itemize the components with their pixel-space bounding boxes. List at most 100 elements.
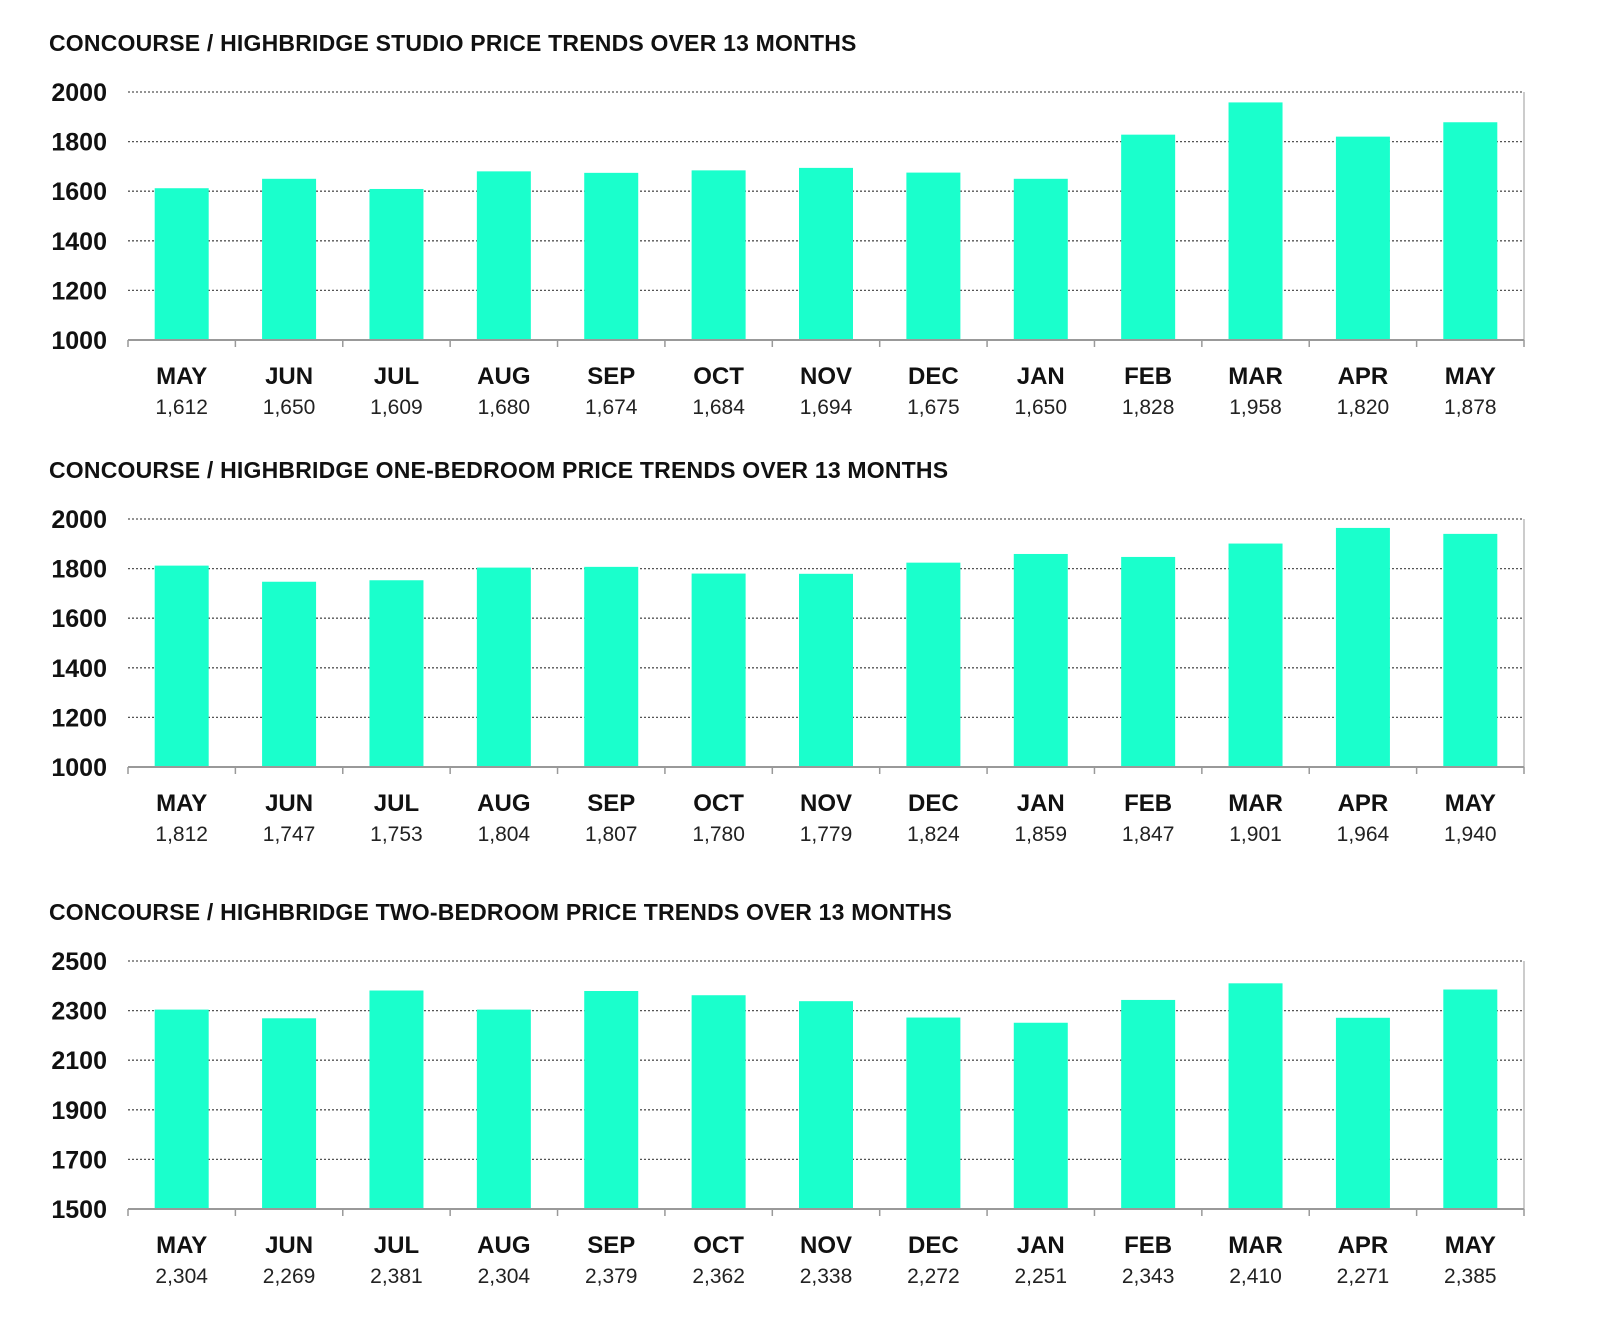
x-category-label: JUL	[374, 363, 419, 390]
bar	[1013, 178, 1068, 340]
bar-value-label: 1,680	[478, 396, 531, 419]
bar-value-label: 1,779	[800, 823, 853, 846]
bar-value-label: 2,381	[370, 1265, 423, 1288]
y-tick-label: 1700	[51, 1146, 107, 1174]
x-category-label: DEC	[908, 1232, 959, 1259]
x-category-label: JUN	[265, 363, 313, 390]
bar	[799, 1001, 853, 1209]
y-tick-label: 2000	[51, 79, 107, 107]
bar-value-label: 1,958	[1229, 396, 1282, 419]
bar	[154, 188, 209, 340]
bar	[1121, 556, 1176, 767]
x-category-label: OCT	[693, 1232, 744, 1259]
x-category-label: SEP	[587, 1232, 635, 1259]
y-tick-label: 1400	[51, 655, 107, 683]
bar-value-label: 1,675	[907, 396, 960, 419]
bar-value-label: 1,609	[370, 396, 423, 419]
bar-value-label: 1,824	[907, 823, 960, 846]
y-tick-label: 2000	[51, 506, 107, 534]
y-tick-label: 1900	[51, 1097, 107, 1125]
bar-value-label: 2,379	[585, 1265, 638, 1288]
bar-value-label: 2,385	[1444, 1265, 1497, 1288]
x-category-label: OCT	[693, 790, 744, 817]
y-tick-label: 1400	[51, 228, 107, 256]
bar	[691, 573, 746, 767]
bar-value-label: 1,964	[1337, 823, 1390, 846]
x-category-label: FEB	[1124, 790, 1172, 817]
bar-value-label: 1,612	[155, 396, 208, 419]
bar-value-label: 1,674	[585, 396, 638, 419]
x-category-label: AUG	[477, 790, 530, 817]
y-tick-label: 2300	[51, 998, 107, 1026]
bar-value-label: 2,362	[692, 1265, 745, 1288]
bar-value-label: 1,694	[800, 396, 853, 419]
bar	[1228, 543, 1283, 767]
x-category-label: MAR	[1228, 363, 1283, 390]
x-category-label: SEP	[587, 363, 635, 390]
bar	[1443, 533, 1498, 767]
y-tick-label: 1000	[51, 327, 107, 355]
bar-value-label: 1,650	[263, 396, 316, 419]
bar	[1121, 134, 1176, 340]
chart-title: CONCOURSE / HIGHBRIDGE TWO-BEDROOM PRICE…	[49, 899, 953, 925]
x-category-label: APR	[1338, 1232, 1389, 1259]
chart-title: CONCOURSE / HIGHBRIDGE ONE-BEDROOM PRICE…	[49, 457, 949, 483]
x-category-label: SEP	[587, 790, 635, 817]
bar-value-label: 2,272	[907, 1265, 960, 1288]
x-category-label: NOV	[800, 363, 852, 390]
chart-plot: 1000 1200 1400 1600 1800 2000 MAY 1,612 JUN 1,650…	[51, 79, 1525, 419]
y-tick-label: 1600	[51, 605, 107, 633]
x-category-label: JUN	[265, 1232, 313, 1259]
bar-value-label: 1,753	[370, 823, 423, 846]
x-category-label: MAY	[156, 790, 207, 817]
x-category-label: APR	[1338, 790, 1389, 817]
x-category-label: MAY	[156, 363, 207, 390]
x-category-label: JAN	[1017, 790, 1065, 817]
bar-value-label: 2,269	[263, 1265, 316, 1288]
y-tick-label: 1000	[51, 754, 107, 782]
x-category-label: OCT	[693, 363, 744, 390]
bar-value-label: 1,804	[478, 823, 531, 846]
bar	[154, 1009, 209, 1209]
bar	[154, 565, 209, 767]
x-category-label: MAR	[1228, 790, 1283, 817]
x-category-label: JAN	[1017, 1232, 1065, 1259]
x-category-label: MAY	[1445, 363, 1496, 390]
x-category-label: JAN	[1017, 363, 1065, 390]
bar	[1335, 1017, 1390, 1209]
bar	[799, 573, 853, 767]
bar-value-label: 1,940	[1444, 823, 1497, 846]
x-category-label: JUL	[374, 790, 419, 817]
bar	[1443, 122, 1498, 340]
bar	[1013, 1022, 1068, 1209]
bar-value-label: 2,304	[155, 1265, 208, 1288]
x-category-label: DEC	[908, 363, 959, 390]
x-category-label: MAR	[1228, 1232, 1283, 1259]
y-tick-label: 2100	[51, 1047, 107, 1075]
bar	[1013, 553, 1068, 767]
bar	[476, 567, 531, 767]
x-category-label: FEB	[1124, 1232, 1172, 1259]
bar-value-label: 1,807	[585, 823, 638, 846]
y-tick-label: 1200	[51, 704, 107, 732]
bar	[262, 178, 317, 340]
bar	[476, 171, 531, 340]
x-category-label: APR	[1338, 363, 1389, 390]
y-tick-label: 2500	[51, 948, 107, 976]
bar-value-label: 1,901	[1229, 823, 1282, 846]
bar	[369, 990, 424, 1209]
bar	[1228, 102, 1283, 340]
bar	[799, 167, 853, 340]
bar	[1443, 989, 1498, 1209]
y-tick-label: 1800	[51, 556, 107, 584]
bar	[1335, 527, 1390, 767]
chart-title: CONCOURSE / HIGHBRIDGE STUDIO PRICE TREN…	[49, 30, 857, 56]
bar	[1228, 983, 1283, 1209]
bar-value-label: 1,812	[155, 823, 208, 846]
x-category-label: DEC	[908, 790, 959, 817]
x-category-label: MAY	[1445, 1232, 1496, 1259]
y-tick-label: 1500	[51, 1196, 107, 1224]
bar	[369, 188, 424, 340]
bar	[691, 995, 746, 1209]
bar	[691, 170, 746, 340]
